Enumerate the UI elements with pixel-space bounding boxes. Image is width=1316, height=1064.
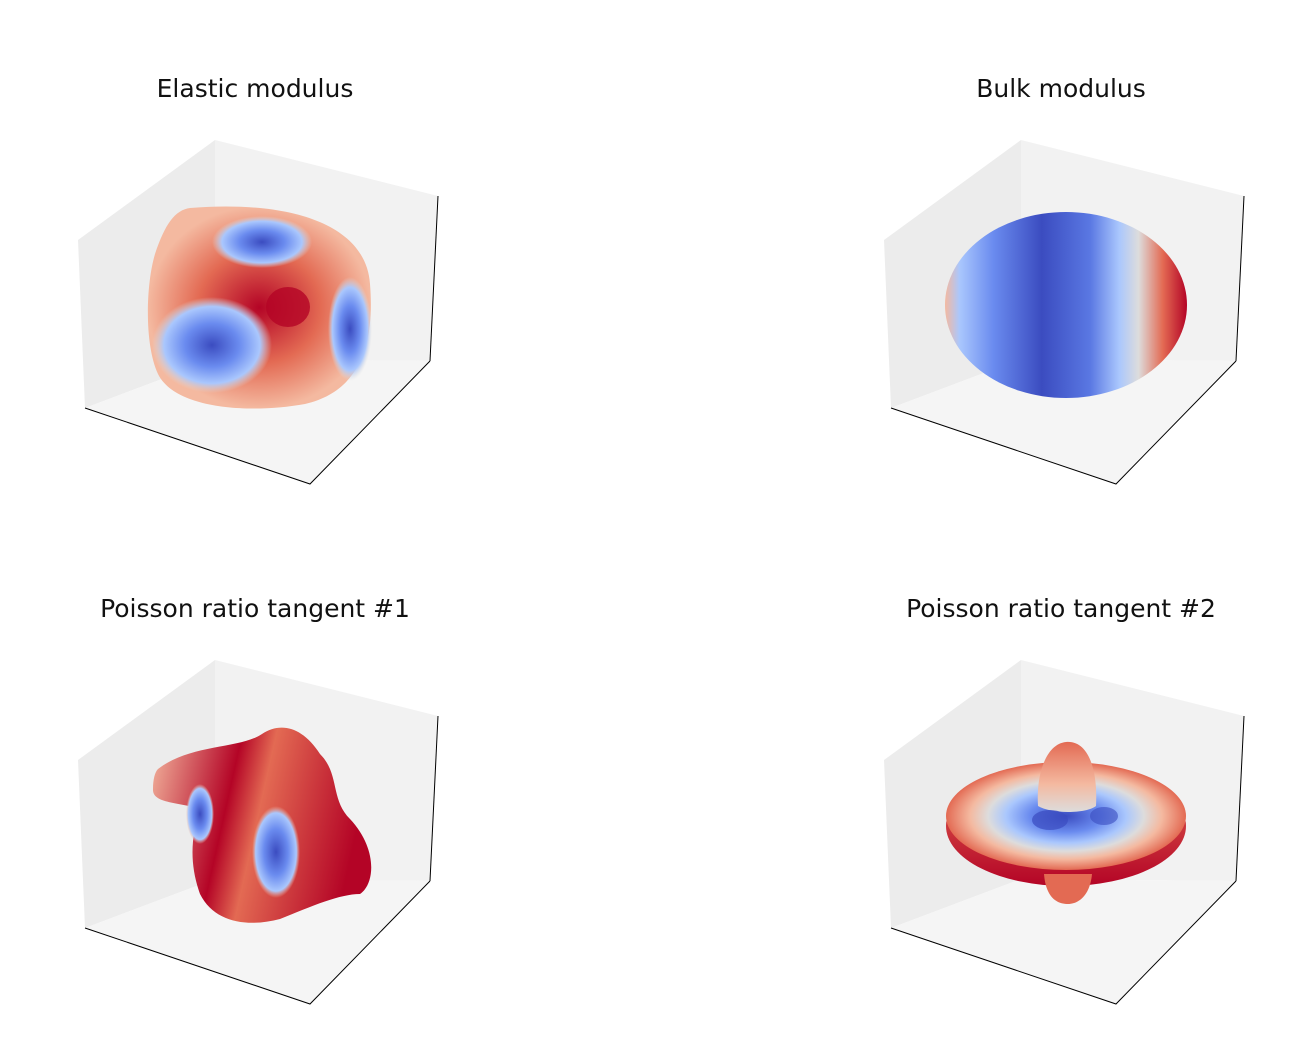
- surface-low-region: [212, 216, 312, 268]
- subplot-bulk-modulus: Bulk modulus: [846, 74, 1276, 544]
- surface-low-region: [1032, 810, 1068, 830]
- subplot-poisson-ratio-tangent-1: Poisson ratio tangent #1: [40, 594, 470, 1064]
- axis-line: [429, 195, 439, 362]
- surface-upper-dome: [1037, 741, 1097, 812]
- surface: [945, 212, 1187, 398]
- subplot-elastic-modulus: Elastic modulus: [40, 74, 470, 544]
- subplot-title: Elastic modulus: [156, 74, 354, 103]
- axis-line: [84, 880, 431, 1005]
- surface-low-region: [152, 297, 272, 393]
- axis-line: [84, 360, 431, 485]
- pane-left: [78, 660, 215, 928]
- surface-low-region: [252, 806, 300, 898]
- subplot-title: Poisson ratio tangent #2: [906, 594, 1216, 623]
- subplot-title: Bulk modulus: [976, 74, 1146, 103]
- axis-line: [1235, 195, 1245, 362]
- surface-low-region: [186, 784, 214, 844]
- surface-lower-lobe: [1044, 874, 1092, 904]
- plot-3d: [884, 140, 1245, 485]
- plot-3d: [78, 140, 439, 485]
- pane-floor: [891, 879, 1236, 1004]
- subplot-title: Poisson ratio tangent #1: [100, 594, 410, 623]
- axis-line: [1235, 715, 1245, 882]
- subplot-poisson-ratio-tangent-2: Poisson ratio tangent #2: [846, 594, 1276, 1064]
- axis-line: [890, 360, 1237, 485]
- axis-line: [890, 880, 1237, 1005]
- plot-3d: [78, 660, 439, 1005]
- surface-low-region: [1090, 807, 1118, 825]
- surface-high-region: [266, 287, 310, 327]
- pane-floor: [85, 879, 430, 1004]
- axis-line: [429, 715, 439, 882]
- plot-3d: [884, 660, 1245, 1005]
- pane-floor: [85, 359, 430, 484]
- surface-low-region: [328, 277, 372, 381]
- pane-floor: [891, 359, 1236, 484]
